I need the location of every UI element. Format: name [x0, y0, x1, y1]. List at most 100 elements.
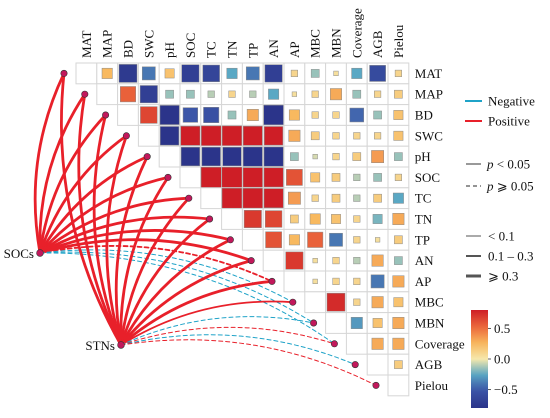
col-label-pielou: Pielou: [391, 24, 406, 58]
link-stns-soc: [119, 176, 170, 347]
link-stns-tp: [119, 238, 232, 347]
colorbar-label-0-0: 0.0: [494, 352, 510, 367]
square-mat-tn: [226, 67, 238, 79]
square-tp-agb: [375, 237, 381, 243]
mantel-links: [33, 72, 377, 386]
square-mat-mbn: [333, 70, 339, 76]
link-socs-ph: [38, 155, 149, 255]
square-tp-pielou: [394, 235, 403, 245]
square-tp-coverage: [353, 236, 361, 244]
square-bd-agb: [373, 110, 382, 120]
node-map: [81, 90, 89, 98]
col-label-an: AN: [266, 39, 281, 58]
group-label-stns: STNs: [85, 338, 115, 353]
square-ph-soc: [180, 147, 200, 167]
link-stns-tn: [119, 217, 211, 347]
square-soc-pielou: [394, 173, 402, 181]
cell-ph-ph: [158, 145, 181, 168]
row-label-soc: SOC: [415, 170, 440, 185]
node-agb: [351, 361, 359, 369]
square-mbc-agb: [371, 296, 384, 309]
link-stns-map: [77, 92, 123, 347]
cell-pielou-pielou: [387, 374, 410, 397]
cell-map-map: [96, 83, 119, 106]
square-coverage-pielou: [392, 337, 405, 350]
square-mat-coverage: [351, 67, 363, 79]
link-stns-swc: [105, 134, 128, 347]
col-label-mbc: MBC: [308, 29, 323, 58]
link-stns-mbn: [120, 316, 315, 346]
square-ph-mbn: [332, 153, 340, 161]
node-an: [247, 257, 255, 265]
square-swc-ph: [160, 126, 180, 146]
square-ph-tp: [242, 146, 263, 167]
square-mat-swc: [141, 66, 156, 81]
node-tp: [226, 236, 234, 244]
node-pielou: [372, 381, 380, 389]
cell-mbn-mbn: [325, 312, 347, 334]
legend: Negative Positive p < 0.05 p ⩾ 0.05 < 0.1 0.1…: [465, 94, 535, 408]
node-tn: [206, 215, 214, 223]
square-an-ap: [285, 251, 304, 270]
square-ap-pielou: [392, 275, 405, 288]
square-ph-tc: [201, 147, 221, 167]
link-socs-tp: [38, 229, 232, 255]
square-ph-coverage: [352, 152, 362, 161]
square-soc-tp: [242, 167, 263, 188]
square-soc-ap: [286, 169, 303, 186]
square-bd-tn: [227, 110, 237, 120]
square-tc-agb: [373, 193, 382, 203]
cell-bd-bd: [117, 104, 139, 126]
square-map-agb: [374, 90, 382, 98]
square-ap-mbn: [332, 277, 340, 285]
square-map-tn: [228, 90, 236, 98]
square-map-mbc: [311, 90, 319, 98]
cell-an-an: [262, 249, 285, 272]
col-label-ph: pH: [162, 42, 177, 58]
row-label-coverage: Coverage: [415, 336, 465, 351]
square-tc-pielou: [392, 192, 404, 204]
square-soc-agb: [373, 173, 382, 182]
square-mat-tp: [245, 66, 260, 81]
square-bd-mbc: [311, 111, 319, 119]
node-tc: [185, 194, 193, 202]
square-coverage-agb: [371, 337, 384, 350]
square-mat-ph: [164, 68, 175, 79]
link-stns-ph: [114, 155, 149, 347]
square-mat-map: [101, 67, 113, 79]
square-tn-mbc: [309, 213, 321, 225]
square-soc-mbc: [310, 172, 321, 183]
square-soc-tc: [200, 167, 222, 188]
link-socs-mat: [33, 72, 66, 255]
row-label-mbn: MBN: [415, 316, 445, 331]
square-tn-coverage: [353, 215, 361, 223]
square-ph-an: [263, 146, 284, 167]
square-ap-mbc: [312, 278, 318, 284]
row-label-mat: MAT: [415, 66, 443, 81]
square-bd-tc: [203, 107, 220, 123]
square-tc-tp: [242, 188, 263, 209]
square-ph-mbc: [312, 154, 318, 160]
column-labels: MAT MAP BD SWC pH SOC TC TN TP AN AP MBC MBN Coverage…: [79, 8, 406, 58]
row-label-agb: AGB: [415, 357, 443, 372]
square-bd-ap: [288, 109, 300, 121]
correlation-matrix: [75, 62, 410, 397]
row-labels: MAT MAP BD SWC pH SOC TC TN TP AN AP MBC MBN Coverage…: [415, 66, 465, 393]
colorbar-label-0-5: 0.5: [494, 321, 510, 336]
legend-label-positive: Positive: [488, 114, 530, 129]
row-label-tn: TN: [415, 212, 433, 227]
node-stns: [117, 341, 125, 349]
node-socs: [36, 249, 44, 257]
row-label-ap: AP: [415, 274, 432, 289]
square-agb-pielou: [394, 360, 403, 369]
square-map-tp: [249, 90, 257, 98]
square-swc-tp: [242, 125, 263, 146]
square-tc-mbn: [331, 193, 341, 203]
square-soc-mbn: [331, 173, 341, 182]
link-nodes: SOCs STNs: [4, 69, 380, 389]
row-label-bd: BD: [415, 108, 433, 123]
square-bd-ph: [159, 105, 180, 125]
node-bd: [102, 111, 110, 119]
cell-ap-ap: [283, 270, 306, 293]
legend-r-label-0: < 0.1: [488, 229, 515, 244]
